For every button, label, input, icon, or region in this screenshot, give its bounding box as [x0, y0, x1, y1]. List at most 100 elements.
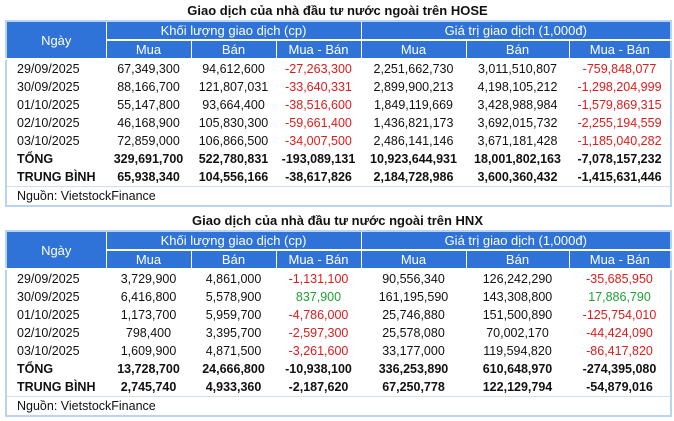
header-value: Giá trị giao dịch (1,000đ) [360, 230, 672, 251]
value-cell: 143,308,800 [482, 290, 553, 304]
value-cell: 837,900 [295, 290, 342, 304]
foreign-trading-table: Ngày Khối lượng giao dịch (cp) Giá trị g… [5, 20, 672, 207]
table-row: 01/10/2025 55,147,800 93,664,400 -38,516,60… [6, 96, 671, 114]
header-sell: Bán [190, 39, 277, 60]
date-cell: 30/09/2025 [17, 80, 80, 94]
value-cell: -10,938,100 [285, 362, 352, 376]
value-cell: -59,661,400 [285, 116, 352, 130]
total-row: TỔNG 329,691,700 522,780,831 -193,089,131 10… [6, 150, 671, 168]
value-cell: -193,089,131 [281, 152, 356, 166]
value-cell: 3,692,015,732 [477, 116, 558, 130]
value-cell: 13,728,700 [117, 362, 180, 376]
value-cell: -27,263,300 [285, 62, 352, 76]
table-row: 03/10/2025 72,859,000 106,866,500 -34,007,5… [6, 132, 671, 150]
table-block-0: Giao dịch của nhà đầu tư nước ngoài trên… [5, 2, 672, 207]
table-title: Giao dịch của nhà đầu tư nước ngoài trên… [187, 3, 488, 18]
value-cell: 67,349,300 [117, 62, 180, 76]
value-cell: 3,729,900 [120, 272, 177, 286]
value-cell: 4,198,105,212 [477, 80, 558, 94]
value-cell: 4,871,500 [205, 344, 262, 358]
header-net: Mua - Bán [568, 39, 672, 60]
header-sell: Bán [190, 249, 277, 270]
value-cell: 798,400 [125, 326, 172, 340]
date-cell: 29/09/2025 [17, 62, 80, 76]
table-row: 30/09/2025 88,166,700 121,807,031 -33,640,3… [6, 78, 671, 96]
header-date: Ngày [5, 230, 107, 270]
value-cell: 94,612,600 [202, 62, 265, 76]
value-cell: 106,866,500 [198, 134, 269, 148]
value-cell: 1,609,900 [120, 344, 177, 358]
header-buy: Mua [105, 39, 192, 60]
value-cell: -33,640,331 [285, 80, 352, 94]
average-row: TRUNG BÌNH 65,938,340 104,556,166 -38,617,8… [6, 168, 671, 187]
date-cell: 02/10/2025 [17, 326, 80, 340]
table-row: 02/10/2025 798,400 3,395,700 -2,597,300 25,5… [6, 324, 671, 342]
value-cell: 329,691,700 [113, 152, 184, 166]
value-cell: 88,166,700 [117, 80, 180, 94]
row-label: TỔNG [17, 152, 54, 166]
value-cell: 18,001,802,163 [474, 152, 561, 166]
date-cell: 01/10/2025 [17, 308, 80, 322]
value-cell: -1,415,631,446 [577, 170, 662, 184]
value-cell: 55,147,800 [117, 98, 180, 112]
value-cell: 4,933,360 [205, 380, 262, 394]
value-cell: 24,666,800 [202, 362, 265, 376]
date-cell: 30/09/2025 [17, 290, 80, 304]
value-cell: 25,746,880 [382, 308, 445, 322]
header-value: Giá trị giao dịch (1,000đ) [360, 20, 672, 41]
value-cell: 122,129,794 [482, 380, 553, 394]
date-cell: 02/10/2025 [17, 116, 80, 130]
row-label: TRUNG BÌNH [17, 380, 96, 394]
header-sell: Bán [465, 249, 570, 270]
value-cell: 6,416,800 [120, 290, 177, 304]
value-cell: 336,253,890 [378, 362, 449, 376]
value-cell: 121,807,031 [198, 80, 269, 94]
value-cell: 5,578,900 [205, 290, 262, 304]
average-row: TRUNG BÌNH 2,745,740 4,933,360 -2,187,620 67… [6, 378, 671, 397]
value-cell: 33,177,000 [382, 344, 445, 358]
value-cell: 3,671,181,428 [477, 134, 558, 148]
value-cell: 119,594,820 [483, 344, 552, 358]
value-cell: -34,007,500 [285, 134, 352, 148]
row-label: TRUNG BÌNH [17, 170, 96, 184]
value-cell: -2,255,194,559 [577, 116, 662, 130]
value-cell: 105,830,300 [198, 116, 269, 130]
value-cell: 610,648,970 [482, 362, 553, 376]
value-cell: 4,861,000 [205, 272, 262, 286]
value-cell: 3,428,988,984 [477, 98, 558, 112]
header-buy: Mua [360, 39, 467, 60]
value-cell: -7,078,157,232 [577, 152, 662, 166]
row-label: TỔNG [17, 362, 54, 376]
value-cell: -2,597,300 [288, 326, 349, 340]
value-cell: 151,500,890 [482, 308, 553, 322]
table-row: 29/09/2025 3,729,900 4,861,000 -1,131,100 90… [6, 269, 671, 288]
table-row: 02/10/2025 46,168,900 105,830,300 -59,661,4… [6, 114, 671, 132]
header-sell: Bán [465, 39, 570, 60]
source-note: Nguồn: VietstockFinance [6, 186, 671, 206]
value-cell: 522,780,831 [198, 152, 269, 166]
value-cell: -1,185,040,282 [577, 134, 662, 148]
value-cell: -1,131,100 [288, 272, 349, 286]
table-row: 29/09/2025 67,349,300 94,612,600 -27,263,30… [6, 59, 671, 78]
value-cell: 1,173,700 [120, 308, 177, 322]
value-cell: -759,848,077 [582, 62, 657, 76]
value-cell: -38,617,826 [285, 170, 352, 184]
table-row: 01/10/2025 1,173,700 5,959,700 -4,786,000 25… [6, 306, 671, 324]
value-cell: -86,417,820 [586, 344, 653, 358]
header-net: Mua - Bán [275, 249, 362, 270]
value-cell: 1,436,821,173 [373, 116, 454, 130]
value-cell: 93,664,400 [202, 98, 265, 112]
value-cell: 104,556,166 [198, 170, 269, 184]
value-cell: -54,879,016 [586, 380, 653, 394]
table-block-1: Giao dịch của nhà đầu tư nước ngoài trên… [5, 212, 672, 417]
value-cell: -35,685,950 [586, 272, 653, 286]
header-volume: Khối lượng giao dịch (cp) [105, 230, 362, 251]
value-cell: -2,187,620 [288, 380, 349, 394]
value-cell: -38,516,600 [285, 98, 352, 112]
date-cell: 29/09/2025 [17, 272, 80, 286]
value-cell: 67,250,778 [382, 380, 445, 394]
header-volume: Khối lượng giao dịch (cp) [105, 20, 362, 41]
value-cell: 90,556,340 [382, 272, 445, 286]
value-cell: 3,600,360,432 [477, 170, 558, 184]
value-cell: -44,424,090 [586, 326, 653, 340]
